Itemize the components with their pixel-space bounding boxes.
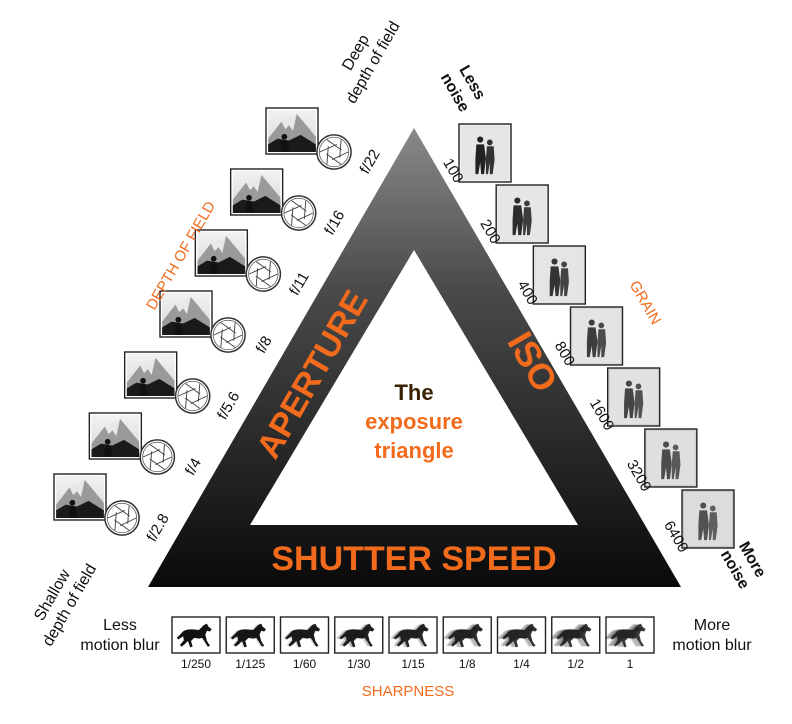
- people-photo-icon: [572, 309, 621, 363]
- iso-photo-frame: [569, 306, 624, 366]
- dof-photo-frame: [265, 107, 319, 155]
- triangle-inner-cutout: [250, 250, 578, 525]
- f-stop-label: f/11: [286, 269, 313, 298]
- iso-photo-frame: [495, 184, 549, 244]
- shutter-value-label: 1/30: [347, 657, 371, 671]
- shutter-speed-side-label: SHUTTER SPEED: [271, 540, 556, 578]
- mountain-photo-icon: [162, 293, 210, 335]
- mountain-photo-icon: [197, 232, 246, 274]
- shutter-value-label: 1/4: [513, 657, 530, 671]
- shutter-photo-frame: [225, 616, 275, 654]
- mountain-photo-icon: [126, 354, 175, 396]
- more-motion-blur-line1: More: [694, 617, 731, 634]
- dof-photo-frame: [194, 229, 249, 277]
- grain-category: GRAIN: [626, 278, 664, 328]
- f-stop-label: f/2.8: [143, 511, 172, 545]
- shutter-photo-frame: [171, 616, 221, 654]
- people-photo-icon: [646, 431, 695, 485]
- iso-photo-frame: [681, 489, 735, 549]
- f-stop-label: f/5.6: [214, 389, 243, 423]
- shutter-value-label: 1/15: [401, 657, 425, 671]
- shutter-value-label: 1: [627, 657, 634, 671]
- f-stop-label: f/22: [356, 147, 383, 177]
- less-motion-blur-line1: Less: [103, 617, 137, 634]
- sharpness-category: SHARPNESS: [362, 683, 455, 700]
- dof-photo-frame: [159, 290, 213, 338]
- center-title-line1: The: [394, 380, 433, 405]
- center-title-line2: exposure: [365, 409, 463, 434]
- center-title-line3: triangle: [374, 438, 453, 463]
- shutter-photo-frame: [496, 616, 547, 654]
- people-photo-icon: [498, 187, 547, 241]
- aperture-icon: [174, 378, 211, 414]
- aperture-icon: [139, 439, 176, 475]
- shutter-photo-frame: [604, 616, 655, 654]
- iso-photo-frame: [458, 123, 512, 183]
- deep-dof-label: Deep depth of field: [339, 19, 404, 107]
- shutter-photo-frame: [550, 616, 601, 654]
- aperture-icon: [245, 256, 282, 292]
- mountain-photo-icon: [268, 110, 316, 152]
- aperture-icon: [316, 134, 352, 170]
- more-motion-blur-line2: motion blur: [672, 637, 752, 654]
- mountain-photo-icon: [91, 415, 140, 457]
- shutter-photo-frame: [388, 616, 438, 654]
- shutter-axis: 1/250 1/125 1/60 1/30 1/15 1/8 1/4 1/2 1: [171, 616, 655, 671]
- dof-photo-frame: [229, 168, 284, 216]
- people-photo-icon: [684, 492, 732, 546]
- aperture-icon: [210, 317, 246, 353]
- dof-photo-frame: [88, 412, 143, 460]
- people-photo-icon: [461, 126, 509, 180]
- dof-photo-frame: [123, 351, 178, 399]
- shutter-photo-frame: [442, 616, 492, 654]
- less-motion-blur-line2: motion blur: [80, 637, 160, 654]
- less-noise-label: Less noise: [437, 63, 489, 115]
- shutter-value-label: 1/125: [235, 657, 265, 671]
- aperture-icon: [280, 195, 317, 231]
- f-stop-label: f/8: [253, 333, 276, 356]
- shutter-photo-frame: [334, 616, 384, 654]
- iso-photo-frame: [606, 367, 661, 427]
- dof-photo-frame: [53, 473, 107, 521]
- shallow-dof-label: Shallow depth of field: [31, 561, 100, 649]
- mountain-photo-icon: [56, 476, 104, 518]
- f-stop-label: f/4: [182, 455, 205, 478]
- f-stop-label: f/16: [321, 208, 348, 238]
- shutter-value-label: 1/250: [181, 657, 211, 671]
- aperture-icon: [104, 500, 140, 536]
- shutter-value-label: 1/2: [567, 657, 584, 671]
- iso-photo-frame: [532, 245, 587, 305]
- people-photo-icon: [535, 248, 584, 302]
- shutter-value-label: 1/8: [459, 657, 476, 671]
- mountain-photo-icon: [232, 171, 281, 213]
- people-photo-icon: [609, 370, 658, 424]
- shutter-photo-frame: [279, 616, 330, 654]
- iso-photo-frame: [644, 428, 698, 488]
- shutter-value-label: 1/60: [293, 657, 317, 671]
